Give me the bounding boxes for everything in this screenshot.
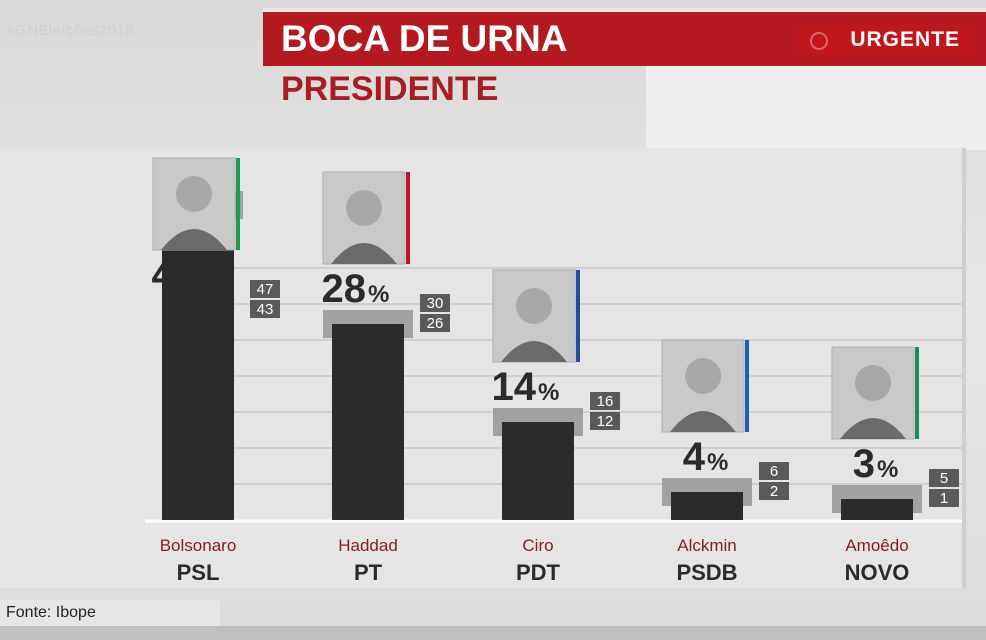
- value-suffix: %: [198, 267, 219, 294]
- upper-bound-label: 5: [940, 470, 948, 487]
- lower-bound-label: 26: [427, 315, 444, 332]
- upper-bound-box: [590, 392, 620, 410]
- value-label: 4: [683, 435, 706, 479]
- party-color-stripe: [406, 172, 410, 264]
- bottom-band: [0, 626, 986, 640]
- candidate-name: Bolsonaro: [160, 536, 237, 555]
- party-name: PSDB: [676, 560, 737, 585]
- chart-panel-shade: [962, 148, 966, 588]
- candidate-photo-body: [670, 411, 736, 432]
- party-color-stripe: [236, 158, 240, 250]
- bar: [332, 324, 404, 520]
- candidate-photo-body: [840, 418, 906, 439]
- lower-bound-label: 1: [940, 490, 948, 507]
- candidate-photo-body: [331, 243, 397, 264]
- bar: [841, 499, 913, 520]
- party-name: PDT: [516, 560, 561, 585]
- candidate-name: Amoêdo: [845, 536, 908, 555]
- party-color-stripe: [576, 270, 580, 362]
- upper-bound-label: 30: [427, 295, 444, 312]
- candidate-photo-head: [346, 190, 382, 226]
- candidate-photo-body: [501, 341, 567, 362]
- urgent-badge-label: URGENTE: [850, 28, 960, 51]
- lower-bound-label: 12: [597, 413, 614, 430]
- lower-bound-box: [759, 482, 789, 500]
- value-label: 45: [152, 253, 197, 297]
- candidate-name: Ciro: [522, 536, 553, 555]
- urgent-badge: URGENTE: [798, 25, 974, 55]
- value-label: 3: [853, 442, 875, 486]
- lower-bound-box: [250, 300, 280, 318]
- source-label: Fonte: Ibope: [0, 600, 220, 626]
- lower-bound-box: [590, 412, 620, 430]
- value-suffix: %: [538, 379, 559, 406]
- value-label: 28: [322, 267, 367, 311]
- upper-bound-box: [759, 462, 789, 480]
- party-name: NOVO: [845, 560, 910, 585]
- upper-bound-box: [929, 469, 959, 487]
- candidate-photo-head: [176, 176, 212, 212]
- upper-bound-box: [250, 280, 280, 298]
- title-bar: BOCA DE URNA: [263, 8, 986, 66]
- bar: [502, 422, 574, 520]
- candidate-name: Haddad: [338, 536, 398, 555]
- candidate-photo-head: [516, 288, 552, 324]
- upper-bound-label: 47: [257, 281, 274, 298]
- party-name: PT: [354, 560, 383, 585]
- lower-bound-box: [929, 489, 959, 507]
- bar: [162, 205, 234, 520]
- candidate-photo-body: [161, 229, 227, 250]
- value-suffix: %: [707, 449, 728, 476]
- bar: [671, 492, 743, 520]
- globo-logo-icon: [810, 32, 828, 50]
- upper-bound-box: [420, 294, 450, 312]
- upper-bound-label: 6: [770, 463, 778, 480]
- candidate-name: Alckmin: [677, 536, 737, 555]
- party-color-stripe: [915, 347, 919, 439]
- value-suffix: %: [877, 456, 898, 483]
- lower-bound-box: [420, 314, 450, 332]
- candidate-photo-head: [855, 365, 891, 401]
- value-label: 14: [492, 365, 537, 409]
- page-subtitle: PRESIDENTE: [281, 70, 499, 108]
- title-bar-stripe: [263, 8, 986, 12]
- candidate-photo-head: [685, 358, 721, 394]
- page-title: BOCA DE URNA: [281, 18, 568, 59]
- party-name: PSL: [177, 560, 220, 585]
- party-color-stripe: [745, 340, 749, 432]
- value-suffix: %: [368, 281, 389, 308]
- watermark: #GNEleições2018: [6, 22, 135, 39]
- upper-bound-label: 16: [597, 393, 614, 410]
- lower-bound-label: 43: [257, 301, 274, 318]
- lower-bound-label: 2: [770, 483, 778, 500]
